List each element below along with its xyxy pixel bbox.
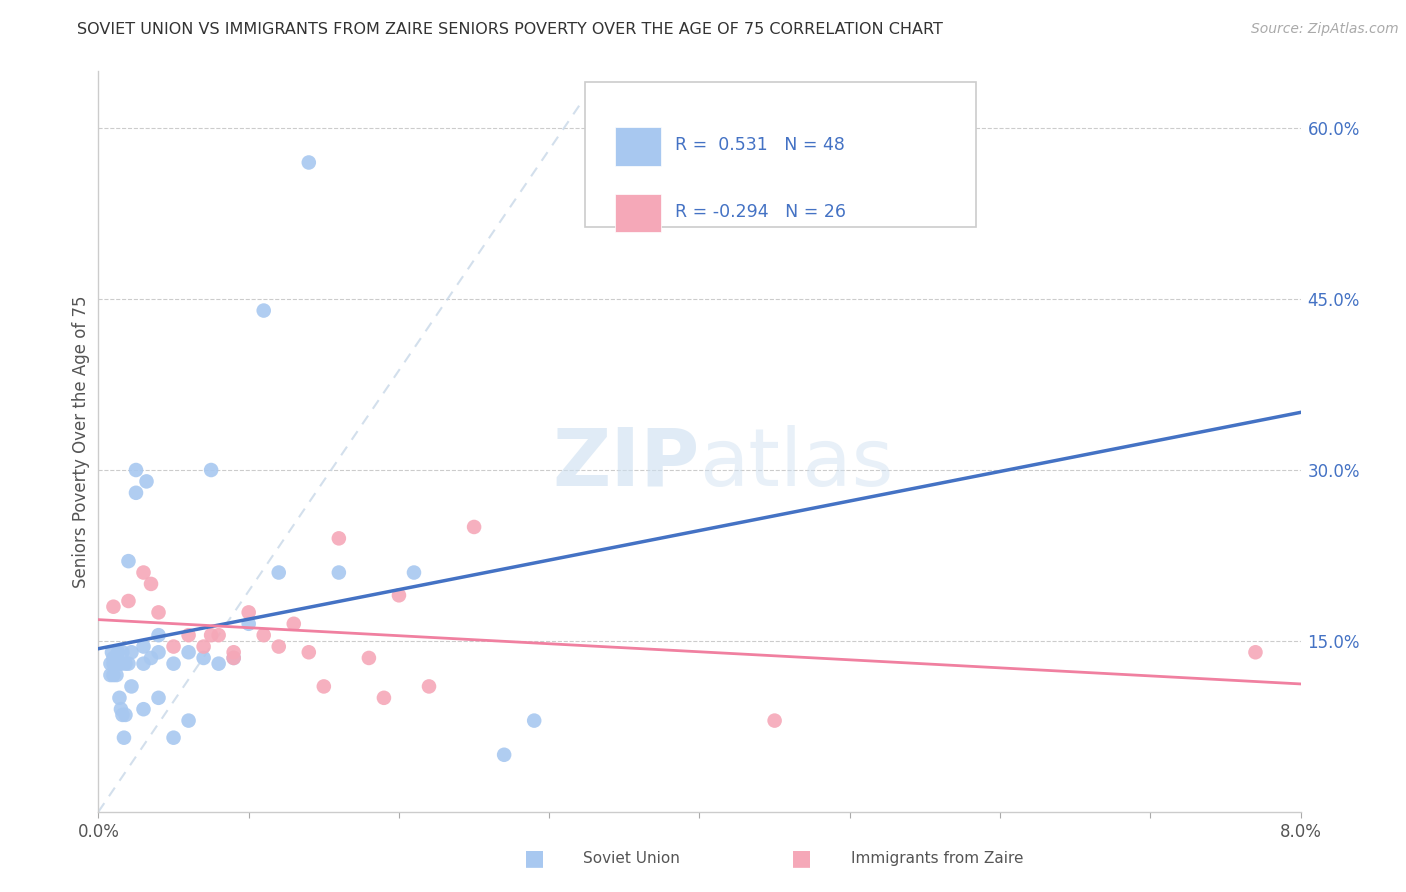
Point [328,566,350,580]
Point [418,680,440,694]
Point [523,714,546,728]
Point [253,628,276,642]
Point [132,702,155,716]
Point [177,628,200,642]
Point [117,657,139,671]
Point [222,645,245,659]
Point [238,616,260,631]
Point [222,651,245,665]
Point [162,640,184,654]
Point [103,657,125,671]
Bar [616,127,661,166]
FancyBboxPatch shape [585,82,976,227]
Point [103,599,125,614]
Point [200,463,222,477]
Point [148,645,170,659]
Point [328,532,350,546]
Point [108,657,131,671]
Point [162,657,184,671]
Text: R =  0.531   N = 48: R = 0.531 N = 48 [675,136,845,154]
Text: atlas: atlas [700,425,894,503]
Point [148,606,170,620]
Point [110,657,132,671]
Point [111,645,134,659]
Point [193,640,215,654]
Bar [616,194,661,233]
Point [238,606,260,620]
Text: Source: ZipAtlas.com: Source: ZipAtlas.com [1251,22,1399,37]
Point [114,707,136,722]
Point [193,651,215,665]
Point [132,566,155,580]
Point [132,640,155,654]
Text: Immigrants from Zaire: Immigrants from Zaire [851,851,1024,865]
Y-axis label: Seniors Poverty Over the Age of 75: Seniors Poverty Over the Age of 75 [72,295,90,588]
Point [112,731,135,745]
Text: ■: ■ [524,848,544,868]
Point [125,463,148,477]
Point [103,668,125,682]
Point [222,651,245,665]
Point [100,668,122,682]
Point [103,651,125,665]
Point [177,714,200,728]
Point [298,155,321,169]
Text: R = -0.294   N = 26: R = -0.294 N = 26 [675,203,846,221]
Point [114,657,136,671]
Point [312,680,335,694]
Point [200,628,222,642]
Point [135,475,157,489]
Text: ■: ■ [792,848,811,868]
Text: Soviet Union: Soviet Union [583,851,681,865]
Point [267,566,290,580]
Point [117,554,139,568]
Point [101,645,124,659]
Point [132,657,155,671]
Point [162,731,184,745]
Point [100,657,122,671]
Point [253,303,276,318]
Point [208,657,231,671]
Point [125,485,148,500]
Point [208,628,231,642]
Point [110,702,132,716]
Point [105,668,128,682]
Point [139,577,162,591]
Point [298,645,321,659]
Point [139,651,162,665]
Point [177,645,200,659]
Point [373,690,395,705]
Point [105,651,128,665]
Text: SOVIET UNION VS IMMIGRANTS FROM ZAIRE SENIORS POVERTY OVER THE AGE OF 75 CORRELA: SOVIET UNION VS IMMIGRANTS FROM ZAIRE SE… [77,22,943,37]
Point [283,616,305,631]
Point [267,640,290,654]
Point [402,566,425,580]
Point [494,747,516,762]
Point [357,651,380,665]
Point [117,594,139,608]
Point [763,714,786,728]
Point [121,680,143,694]
Point [1244,645,1267,659]
Point [388,588,411,602]
Point [107,645,129,659]
Point [148,690,170,705]
Point [111,707,134,722]
Point [463,520,485,534]
Point [108,690,131,705]
Text: ZIP: ZIP [553,425,700,503]
Point [148,628,170,642]
Point [121,645,143,659]
